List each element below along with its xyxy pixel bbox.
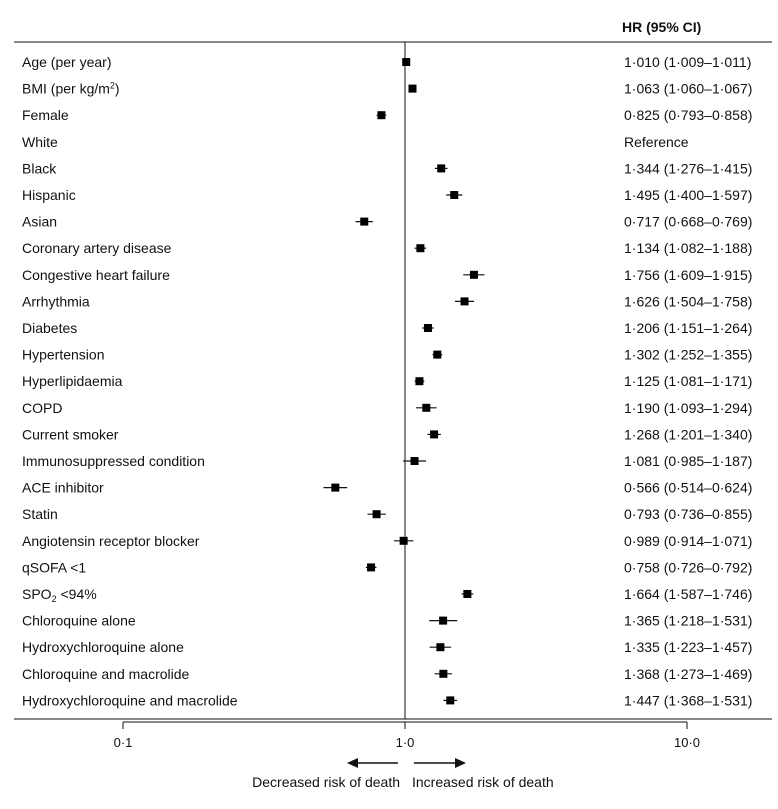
x-tick-label: 0·1 <box>114 735 133 750</box>
hr-point <box>422 403 431 412</box>
hr-column-header: HR (95% CI) <box>622 19 701 35</box>
hr-point <box>436 643 445 652</box>
row-hr-text: 1·368 (1·273–1·469) <box>624 666 752 682</box>
hr-point <box>430 430 439 439</box>
hr-point <box>367 563 376 572</box>
hr-point <box>410 457 419 465</box>
left-arrow-icon <box>347 758 358 768</box>
row-hr-text: 1·365 (1·218–1·531) <box>624 613 752 629</box>
row-hr-text: 0·717 (0·668–0·769) <box>624 214 752 230</box>
row-hr-text: 1·081 (0·985–1·187) <box>624 453 752 469</box>
row-label: Hypertension <box>22 347 105 363</box>
row-label: Hispanic <box>22 187 76 203</box>
row-hr-text: 1·664 (1·587–1·746) <box>624 586 752 602</box>
row-hr-text: 1·206 (1·151–1·264) <box>624 320 752 336</box>
row-hr-text: 1·302 (1·252–1·355) <box>624 347 752 363</box>
hr-point <box>439 669 448 678</box>
row-hr-text: 0·989 (0·914–1·071) <box>624 533 752 549</box>
row-label: Immunosuppressed condition <box>22 453 205 469</box>
row-label: Hyperlipidaemia <box>22 373 123 389</box>
row-hr-text: 1·190 (1·093–1·294) <box>624 400 752 416</box>
row-hr-text: 1·134 (1·082–1·188) <box>624 240 752 256</box>
hr-point <box>415 377 424 386</box>
x-axis: 0·1 1·0 10·0 <box>114 721 700 750</box>
hr-point <box>416 244 425 253</box>
row-hr-text: 1·268 (1·201–1·340) <box>624 426 752 442</box>
row-label: Angiotensin receptor blocker <box>22 533 200 549</box>
right-arrow-icon <box>455 758 466 768</box>
row-hr-text: 1·063 (1·060–1·067) <box>624 81 752 97</box>
row-hr-text: 1·344 (1·276–1·415) <box>624 160 752 176</box>
row-label: Chloroquine and macrolide <box>22 666 190 682</box>
row-label: Asian <box>22 214 57 230</box>
row-label: White <box>22 134 58 150</box>
hr-point <box>408 84 417 93</box>
decreased-risk-label: Decreased risk of death <box>252 774 400 790</box>
row-label: qSOFA <1 <box>22 559 86 575</box>
row-hr-text: 1·335 (1·223–1·457) <box>624 639 752 655</box>
row-label: Hydroxychloroquine and macrolide <box>22 692 238 708</box>
row-label: Coronary artery disease <box>22 240 172 256</box>
forest-rows: Age (per year) 1·010 (1·009–1·011) BMI (pe… <box>22 42 752 719</box>
row-hr-text: 0·825 (0·793–0·858) <box>624 107 752 123</box>
row-label: BMI (per kg/m2) <box>22 81 120 97</box>
row-label: COPD <box>22 400 62 416</box>
row-label: Age (per year) <box>22 54 111 70</box>
hr-point <box>469 270 478 279</box>
row-hr-text: 1·626 (1·504–1·758) <box>624 293 752 309</box>
hr-point <box>372 510 381 519</box>
hr-point <box>402 58 411 66</box>
hr-point <box>439 616 448 625</box>
hr-point <box>460 297 469 306</box>
row-label: ACE inhibitor <box>22 480 104 496</box>
hr-point <box>463 590 472 598</box>
row-label: Diabetes <box>22 320 77 336</box>
hr-point <box>360 217 369 226</box>
row-label: Chloroquine alone <box>22 613 136 629</box>
row-hr-text: 0·566 (0·514–0·624) <box>624 480 752 496</box>
row-label: Statin <box>22 506 58 522</box>
row-hr-text: 1·756 (1·609–1·915) <box>624 267 752 283</box>
row-label: Arrhythmia <box>22 293 90 309</box>
row-label: Current smoker <box>22 426 119 442</box>
increased-risk-label: Increased risk of death <box>412 774 554 790</box>
row-hr-text: 0·758 (0·726–0·792) <box>624 559 752 575</box>
hr-point <box>433 350 442 359</box>
row-label: Congestive heart failure <box>22 267 170 283</box>
row-hr-text: Reference <box>624 134 689 150</box>
row-hr-text: 0·793 (0·736–0·855) <box>624 506 752 522</box>
hr-point <box>331 483 340 492</box>
row-hr-text: 1·495 (1·400–1·597) <box>624 187 752 203</box>
row-hr-text: 1·447 (1·368–1·531) <box>624 692 752 708</box>
row-label: Hydroxychloroquine alone <box>22 639 184 655</box>
row-label: Female <box>22 107 69 123</box>
x-tick-label: 1·0 <box>396 735 415 750</box>
x-tick-label: 10·0 <box>674 735 700 750</box>
row-label: SPO2 <94% <box>22 586 97 604</box>
direction-arrows: Decreased risk of death Increased risk of… <box>252 758 554 790</box>
row-label: Black <box>22 160 57 176</box>
row-hr-text: 1·010 (1·009–1·011) <box>624 54 751 70</box>
hr-point <box>446 696 455 705</box>
hr-point <box>377 111 386 120</box>
hr-point <box>399 536 408 545</box>
hr-point <box>437 164 446 173</box>
hr-point <box>450 191 459 199</box>
hr-point <box>423 324 432 332</box>
row-hr-text: 1·125 (1·081–1·171) <box>624 373 752 389</box>
